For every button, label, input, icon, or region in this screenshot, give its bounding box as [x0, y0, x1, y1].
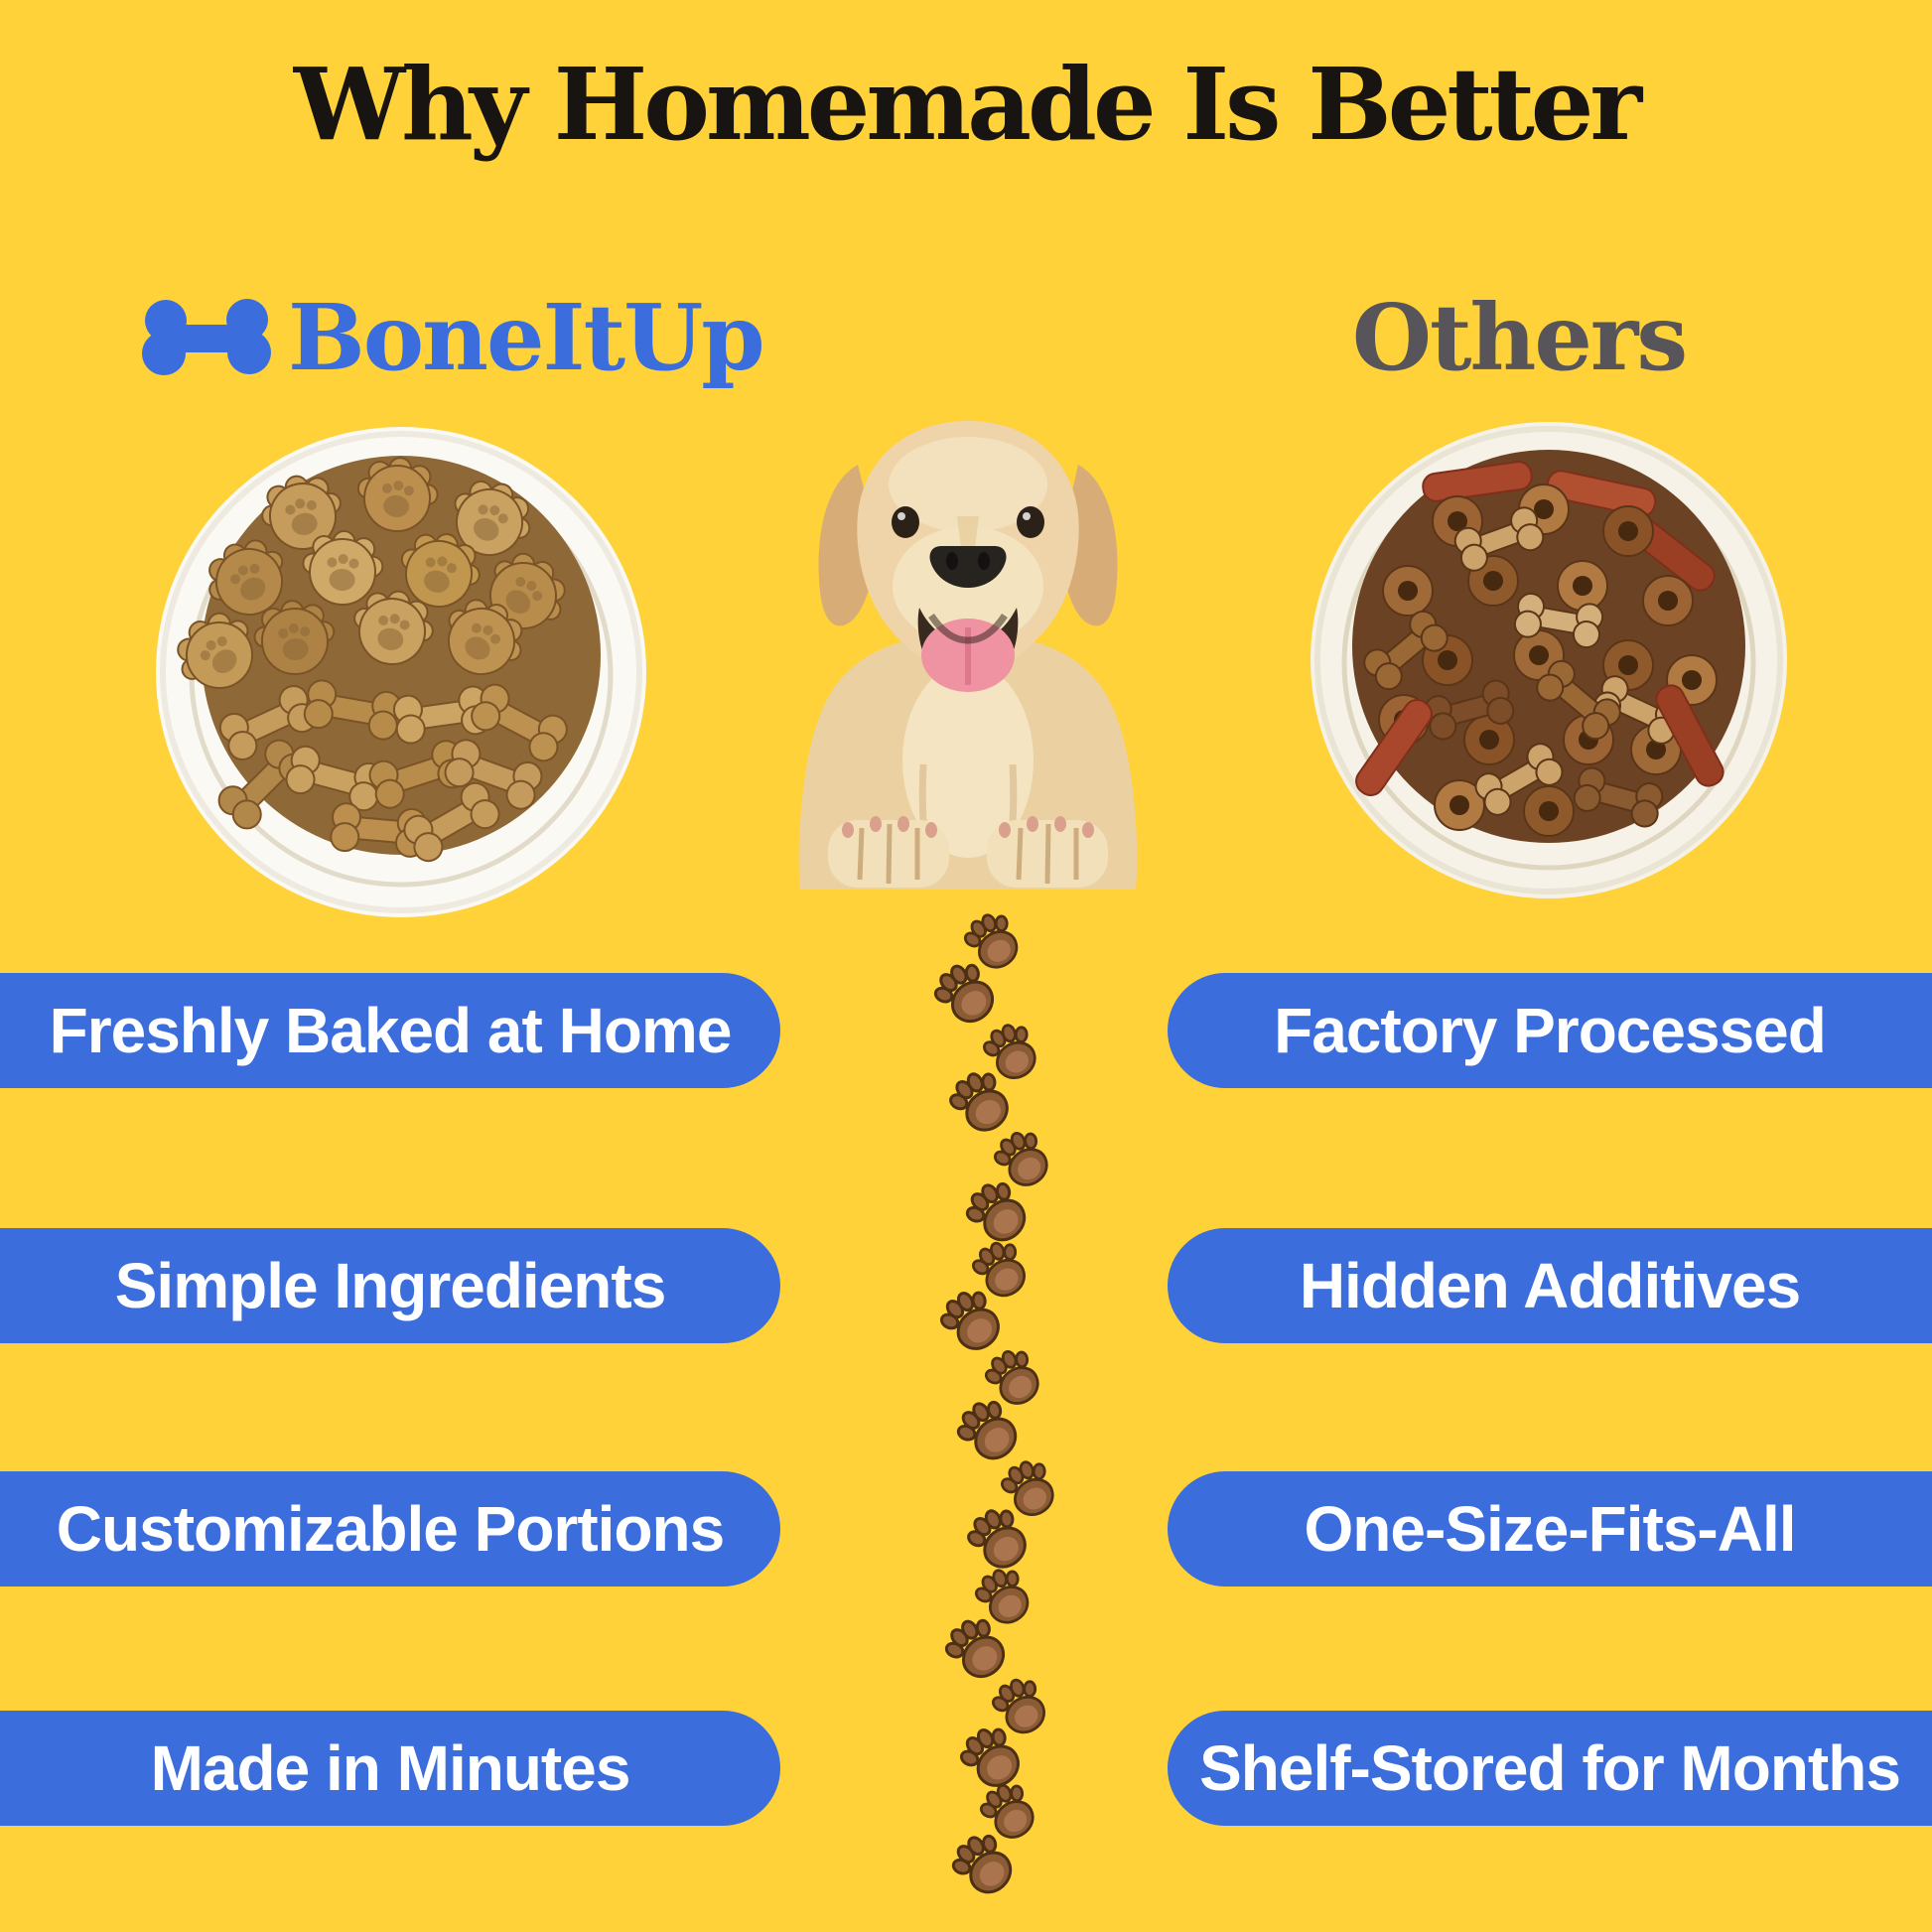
drawback-banner-factory-processed: Factory Processed: [1168, 973, 1932, 1088]
benefit-banner-freshly-baked: Freshly Baked at Home: [0, 973, 780, 1088]
benefit-banner-customizable-portions: Customizable Portions: [0, 1471, 780, 1587]
benefit-banner-made-in-minutes: Made in Minutes: [0, 1711, 780, 1826]
drawback-banner-shelf-stored: Shelf-Stored for Months: [1168, 1711, 1932, 1826]
paw-print-trail: [894, 899, 1112, 1907]
drawback-banner-hidden-additives: Hidden Additives: [1168, 1228, 1932, 1343]
benefit-banner-simple-ingredients: Simple Ingredients: [0, 1228, 780, 1343]
kibble-bowl-image: [1309, 420, 1789, 905]
brand-name: BoneItUp: [288, 284, 765, 391]
others-label: Others: [1351, 284, 1688, 391]
brand-boneitup: BoneItUp: [141, 280, 765, 395]
puppy-image: [772, 395, 1164, 898]
drawback-banner-one-size-fits-all: One-Size-Fits-All: [1168, 1471, 1932, 1587]
homemade-treats-bowl-image: [154, 425, 648, 924]
bone-icon: [141, 298, 272, 377]
page-title: Why Homemade Is Better: [293, 46, 1642, 163]
